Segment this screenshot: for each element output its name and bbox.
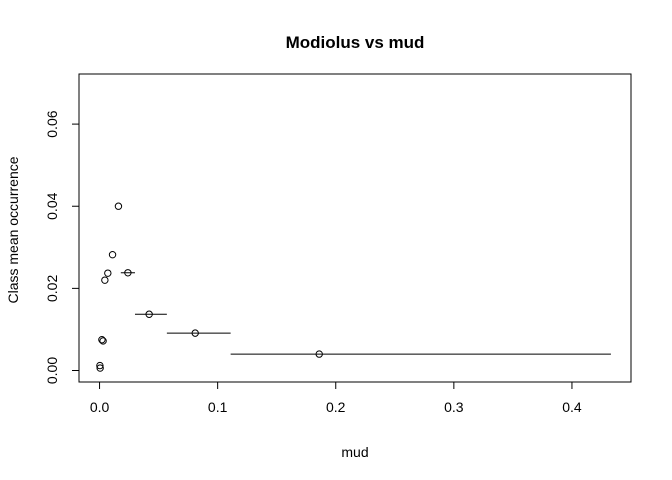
y-tick-label: 0.06 bbox=[44, 110, 60, 137]
y-axis-label: Class mean occurrence bbox=[5, 156, 21, 303]
x-tick-label: 0.3 bbox=[444, 399, 464, 415]
data-point bbox=[104, 269, 112, 277]
data-point bbox=[96, 361, 104, 370]
x-tick-label: 0.0 bbox=[90, 399, 110, 415]
x-tick-label: 0.2 bbox=[326, 399, 346, 415]
data-point bbox=[124, 269, 132, 277]
x-tick-label: 0.4 bbox=[562, 399, 582, 415]
data-point bbox=[108, 250, 117, 259]
data-marks bbox=[96, 202, 611, 372]
y-tick-label: 0.04 bbox=[44, 192, 60, 219]
data-point bbox=[101, 276, 109, 284]
x-axis: 0.0 0.1 0.2 0.3 0.4 bbox=[90, 381, 582, 415]
data-point bbox=[114, 202, 123, 210]
y-axis: 0.00 0.02 0.04 0.06 bbox=[44, 110, 80, 384]
x-tick-label: 0.1 bbox=[208, 399, 228, 415]
y-tick-label: 0.00 bbox=[44, 357, 60, 384]
data-point bbox=[98, 336, 106, 344]
data-point bbox=[96, 364, 104, 372]
y-tick-label: 0.02 bbox=[44, 275, 60, 302]
plot-frame bbox=[78, 73, 632, 383]
data-point bbox=[99, 337, 107, 345]
data-point bbox=[191, 329, 199, 337]
x-axis-label: mud bbox=[341, 444, 368, 460]
chart-title: Modiolus vs mud bbox=[286, 33, 425, 52]
data-point bbox=[315, 350, 323, 358]
data-point bbox=[145, 310, 153, 318]
